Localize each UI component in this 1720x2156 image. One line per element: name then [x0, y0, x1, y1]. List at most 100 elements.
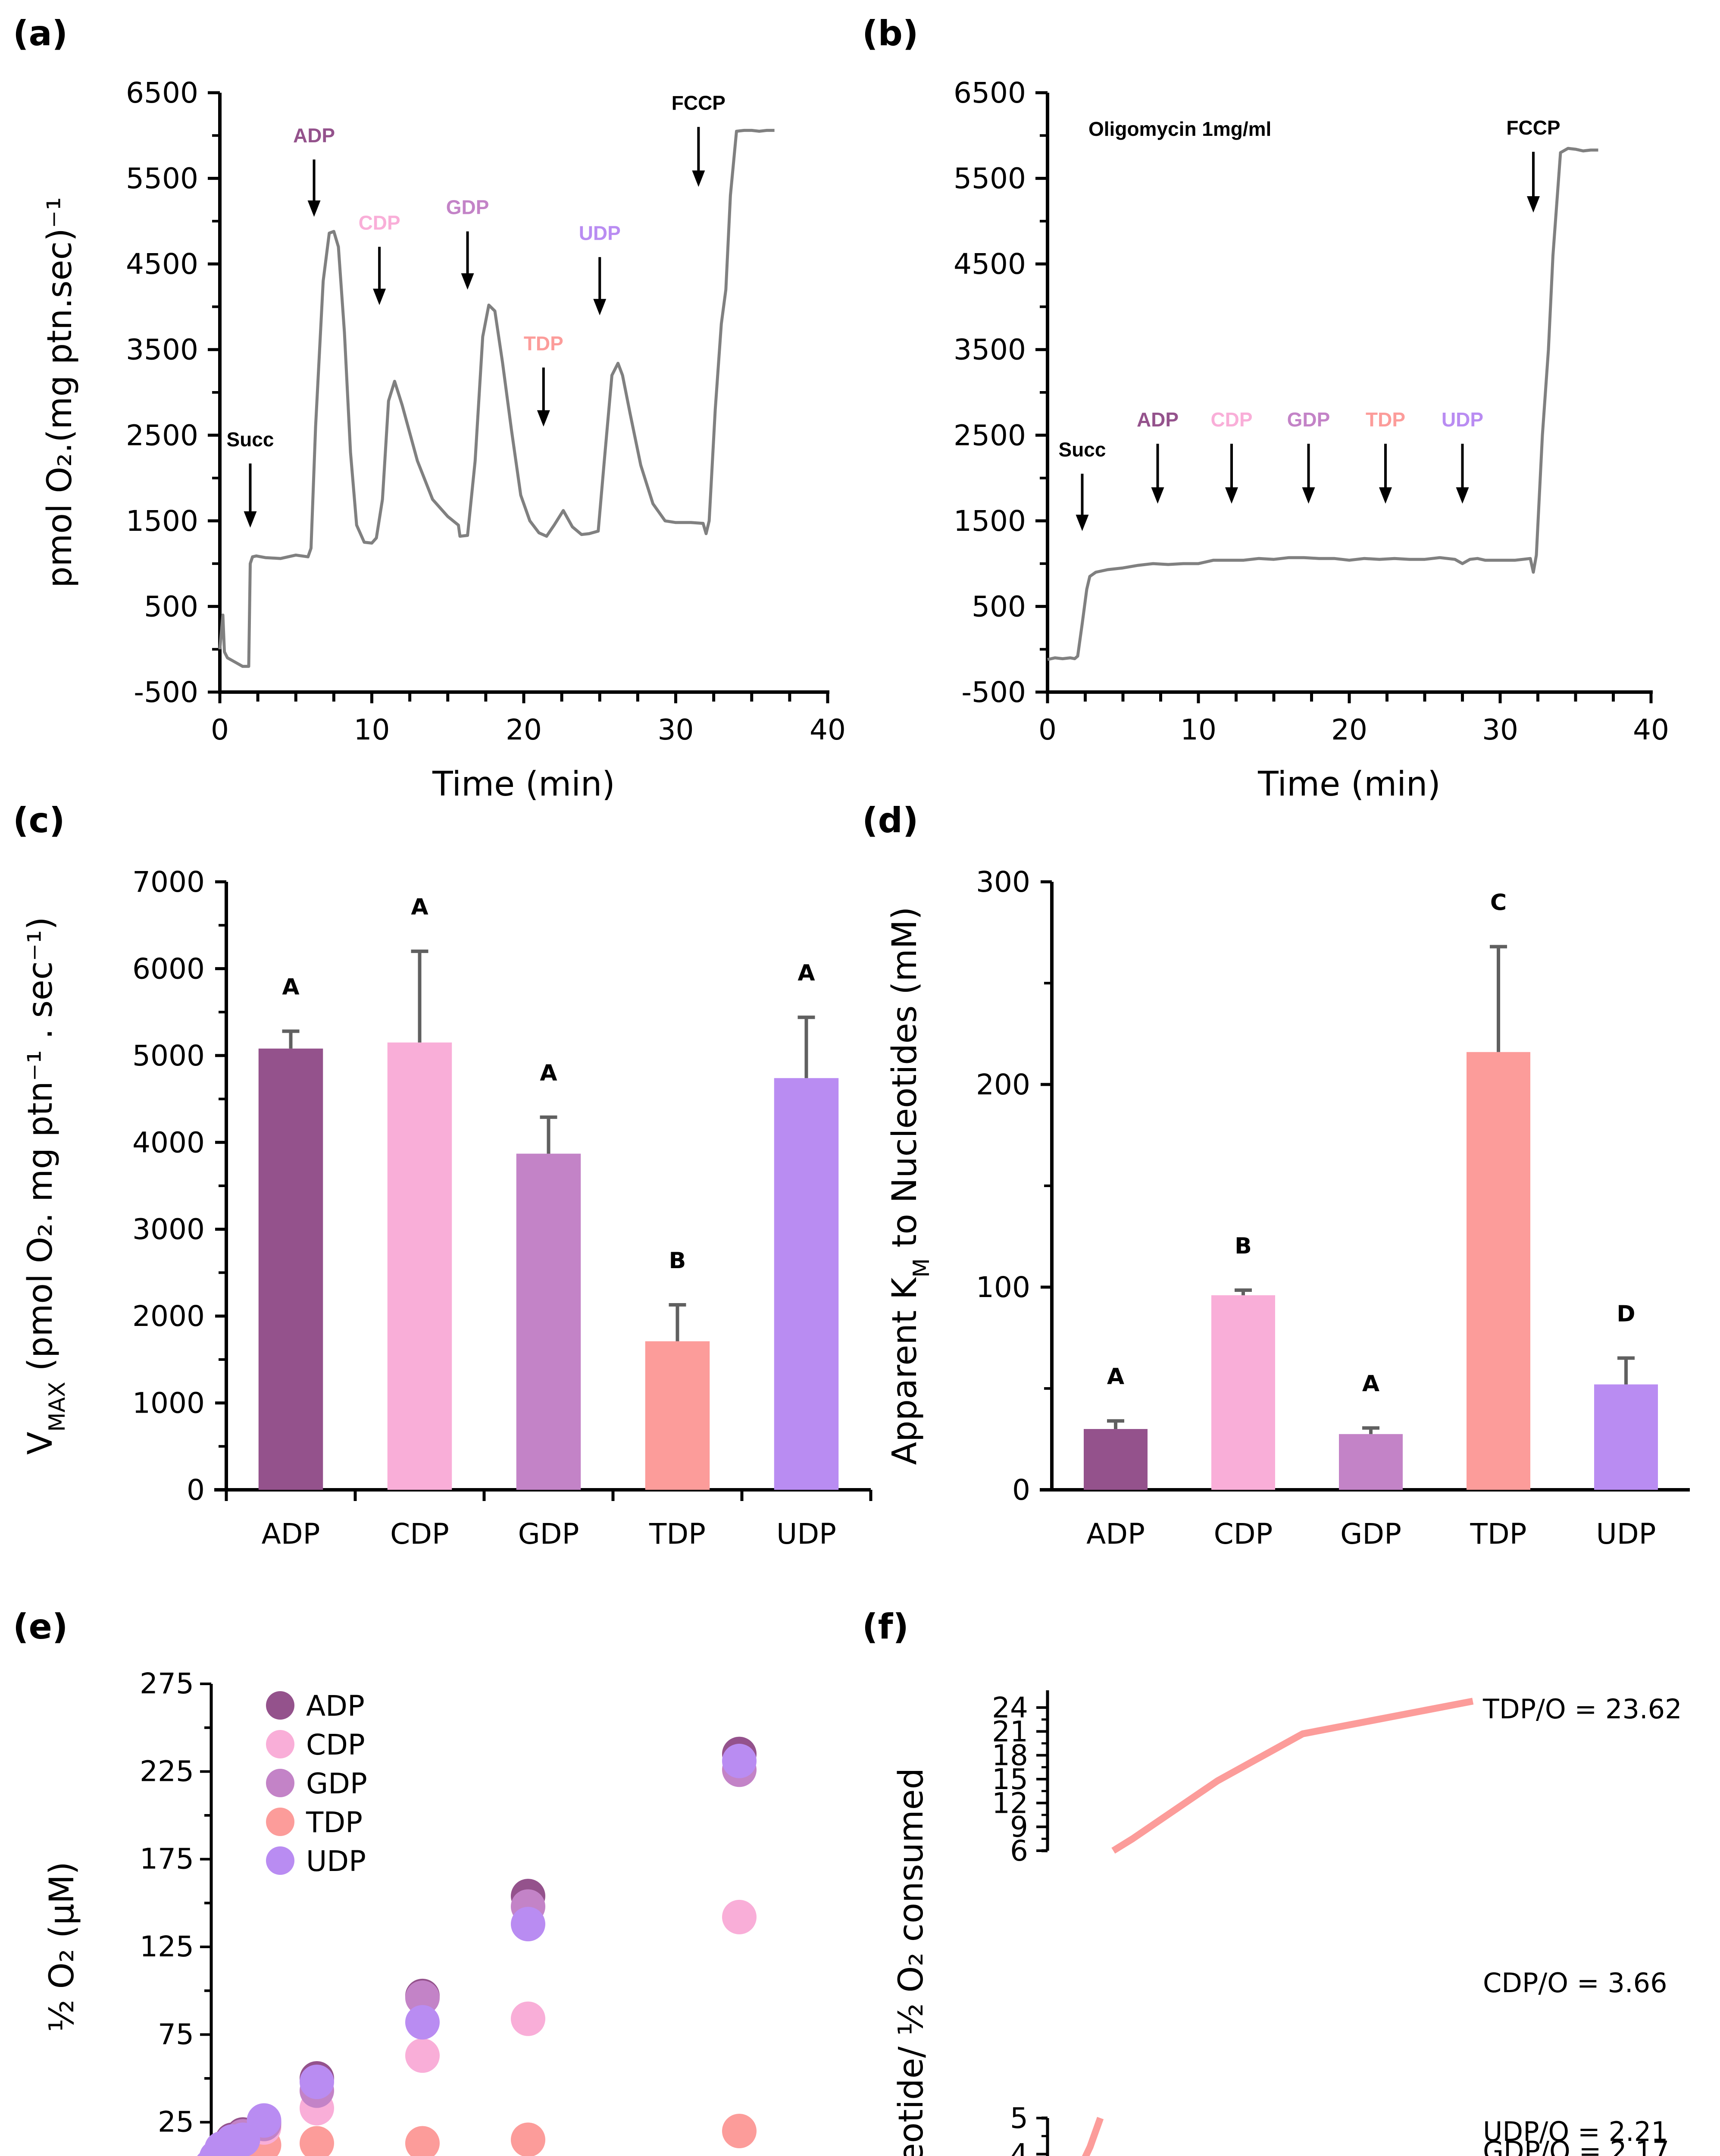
- significance-letter: A: [282, 974, 299, 1000]
- down-arrow-icon: [1076, 514, 1089, 531]
- y-tick-label: 5500: [954, 162, 1026, 195]
- y-tick-label: 275: [140, 1667, 194, 1700]
- oxygen-flux-trace: [1047, 147, 1598, 661]
- y-tick-label: 6500: [126, 76, 198, 110]
- x-axis-title: Time (min): [1257, 765, 1441, 804]
- y-tick-label: 0: [1012, 1473, 1030, 1507]
- y-tick-label: 25: [158, 2106, 194, 2139]
- y-tick-label: 1500: [954, 505, 1026, 538]
- significance-letter: B: [669, 1248, 686, 1274]
- data-point-cdp: [405, 2038, 440, 2073]
- y-axis-title: Apparent KM to Nucleotides (mM): [885, 907, 935, 1465]
- bar-gdp: [1339, 1434, 1403, 1490]
- ratio-label-udp: UDP/O = 2.21: [1483, 2116, 1668, 2147]
- addition-label-tdp: TDP: [1366, 408, 1405, 431]
- y-tick-label: 200: [976, 1068, 1030, 1101]
- down-arrow-icon: [1225, 487, 1238, 504]
- y-tick-label: 12: [992, 1786, 1028, 1820]
- y-tick-label: 4: [1010, 2138, 1028, 2156]
- down-arrow-icon: [307, 200, 321, 217]
- down-arrow-icon: [1527, 196, 1540, 213]
- y-tick-label: 6000: [132, 952, 205, 985]
- addition-label-adp: ADP: [1137, 408, 1179, 431]
- y-tick-label: 175: [140, 1843, 194, 1876]
- y-tick-label: 4000: [132, 1126, 205, 1159]
- bar-cdp: [387, 1042, 452, 1490]
- data-point-udp: [511, 1907, 545, 1942]
- y-tick-label: 1000: [132, 1387, 205, 1420]
- legend-marker-cdp: [266, 1730, 294, 1758]
- addition-label-udp: UDP: [1442, 408, 1483, 431]
- addition-label-fccp: FCCP: [672, 91, 726, 114]
- down-arrow-icon: [1456, 487, 1469, 504]
- y-tick-label: 7000: [132, 865, 205, 899]
- down-arrow-icon: [593, 299, 607, 316]
- panel-f-ratio-lines: (f)0123456912151821240200400600Nucleotid…: [862, 1607, 1682, 2156]
- category-label: ADP: [262, 1517, 320, 1551]
- addition-label-cdp: CDP: [1210, 408, 1252, 431]
- bar-udp: [1594, 1384, 1658, 1490]
- y-tick-label: 500: [144, 590, 198, 623]
- down-arrow-icon: [692, 170, 705, 187]
- legend-label: CDP: [306, 1728, 365, 1761]
- treatment-note: Oligomycin 1mg/ml: [1088, 118, 1271, 140]
- panel-d-km-bar-chart: (d) 0 100 200 300 A ADP B CDP A GDP C TDP D UDP Apparen…: [862, 800, 1690, 1551]
- data-point-udp: [722, 1743, 757, 1778]
- bar-adp: [1084, 1429, 1148, 1490]
- significance-letter: A: [1362, 1371, 1379, 1397]
- y-tick-label: 3000: [132, 1213, 205, 1246]
- data-point-udp: [247, 2103, 281, 2138]
- data-point-cdp: [511, 2001, 545, 2036]
- y-tick-label: 21: [992, 1715, 1028, 1748]
- panel-label: (c): [13, 800, 65, 840]
- category-label: ADP: [1086, 1517, 1145, 1551]
- y-tick-label: 3500: [126, 333, 198, 367]
- y-axis-title: pmol O₂.(mg ptn.sec)⁻¹: [41, 197, 79, 588]
- bar-adp: [258, 1048, 323, 1490]
- addition-label-cdp: CDP: [359, 211, 400, 234]
- bar-gdp: [516, 1153, 581, 1490]
- y-tick-label: 5: [1010, 2102, 1028, 2135]
- down-arrow-icon: [373, 288, 386, 305]
- data-point-udp: [405, 2005, 440, 2040]
- category-label: GDP: [1340, 1517, 1401, 1551]
- down-arrow-icon: [244, 511, 257, 528]
- y-tick-label: 18: [992, 1739, 1028, 1772]
- data-point-udp: [300, 2065, 334, 2100]
- addition-label-tdp: TDP: [524, 332, 563, 354]
- significance-letter: B: [1235, 1233, 1252, 1259]
- x-tick-label: 10: [354, 713, 390, 746]
- data-point-tdp: [511, 2122, 545, 2156]
- panel-b-oligomycin-trace: (b) -500 500 1500 2500 3500 4500 5500 6500 0 10 20 3…: [862, 13, 1669, 804]
- y-axis-title: ½ O₂ (µM): [43, 1861, 81, 2032]
- down-arrow-icon: [1379, 487, 1392, 504]
- y-tick-label: 100: [976, 1271, 1030, 1304]
- y-tick-label: 3500: [954, 333, 1026, 367]
- bar-udp: [774, 1078, 839, 1490]
- down-arrow-icon: [461, 273, 474, 290]
- panel-label: (a): [13, 13, 68, 53]
- x-tick-label: 20: [1331, 713, 1367, 746]
- ratio-label-tdp: TDP/O = 23.62: [1482, 1693, 1682, 1725]
- legend-label: ADP: [306, 1689, 365, 1723]
- addition-label-fccp: FCCP: [1506, 116, 1560, 139]
- significance-letter: A: [540, 1060, 557, 1086]
- y-tick-label: 2000: [132, 1300, 205, 1333]
- legend-label: UDP: [306, 1845, 366, 1878]
- data-point-cdp: [722, 1899, 757, 1934]
- addition-label-succ: Succ: [1059, 439, 1106, 461]
- ratio-label-adp: ADP/O = 2.09: [1483, 2155, 1667, 2156]
- down-arrow-icon: [1302, 487, 1315, 504]
- y-tick-label: 15: [992, 1763, 1028, 1796]
- bar-tdp: [645, 1341, 710, 1490]
- legend-label: GDP: [306, 1767, 367, 1800]
- x-tick-label: 30: [1482, 713, 1518, 746]
- x-tick-label: 40: [810, 713, 846, 746]
- significance-letter: A: [797, 960, 815, 986]
- panel-label: (e): [13, 1607, 68, 1647]
- panel-e-oxygen-scatter: (e)-252575125175225275010020030040050060…: [13, 1607, 757, 2156]
- ratio-label-gdp: GDP/O = 2.17: [1483, 2135, 1669, 2156]
- y-tick-label: 0: [187, 1473, 205, 1507]
- category-label: GDP: [518, 1517, 579, 1551]
- panel-label: (f): [862, 1607, 909, 1647]
